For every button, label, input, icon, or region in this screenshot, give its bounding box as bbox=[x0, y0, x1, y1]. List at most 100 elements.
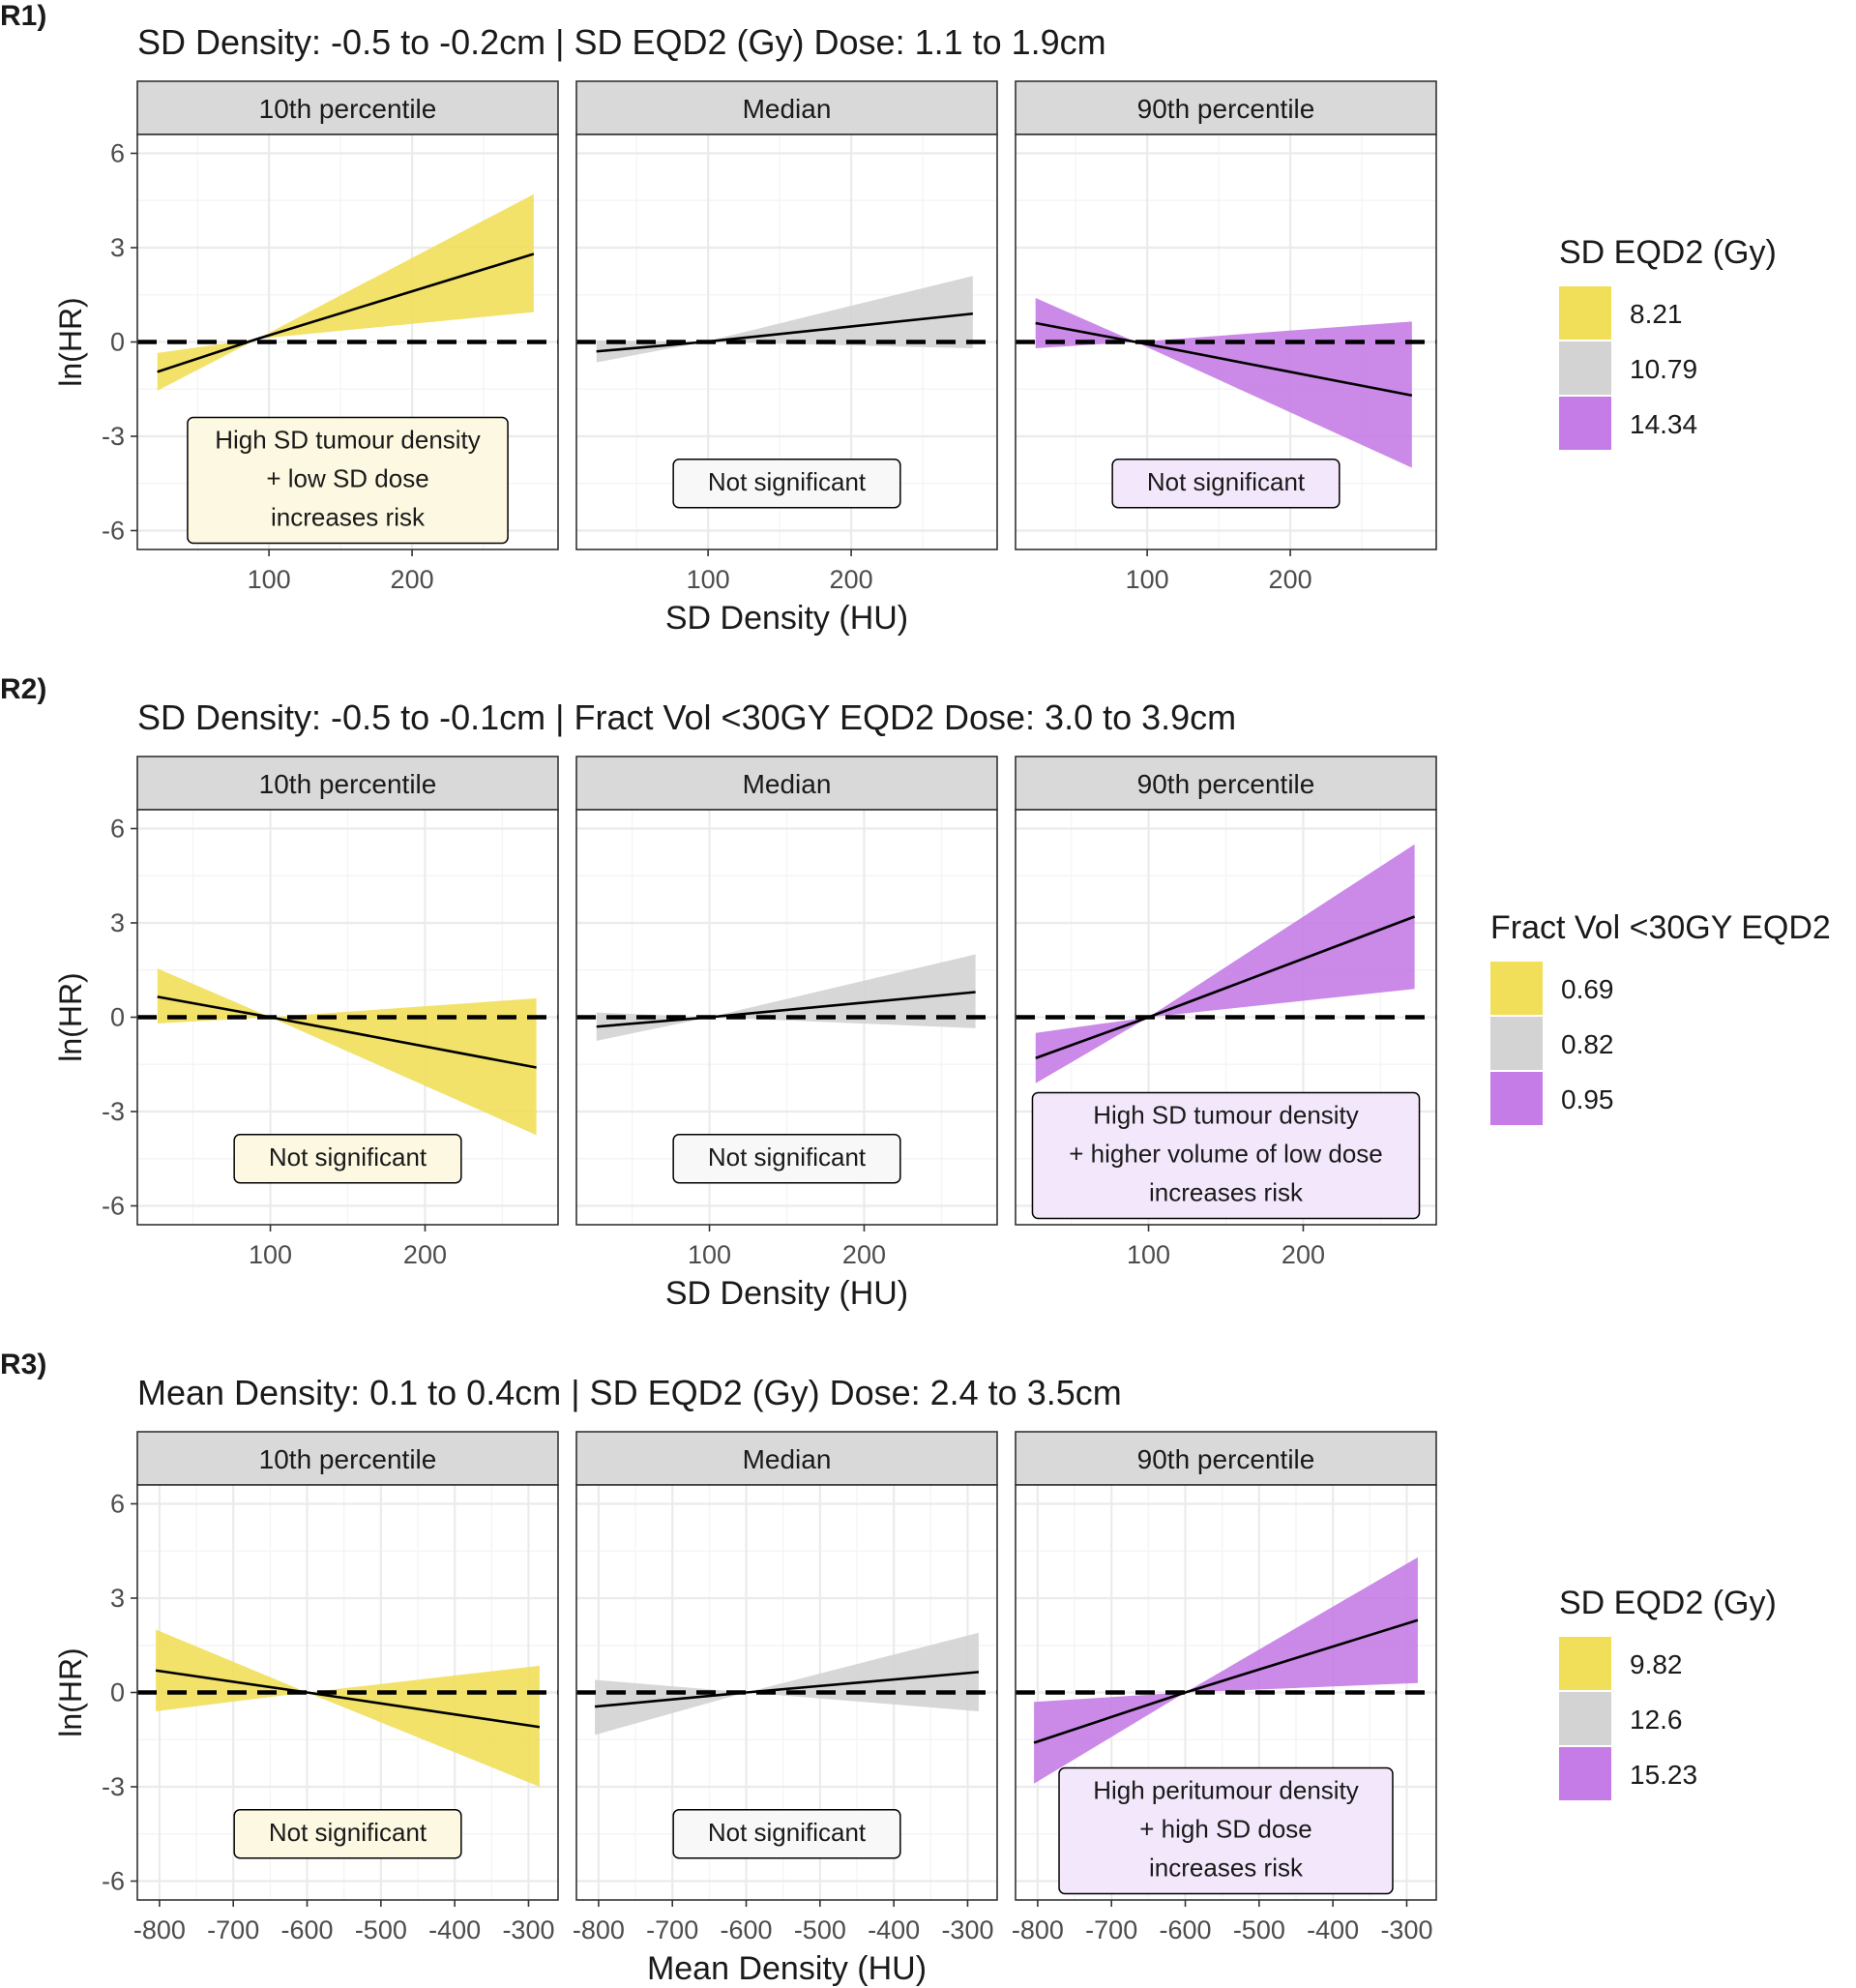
y-axis-label: ln(HR) bbox=[53, 972, 88, 1061]
x-axis-label: SD Density (HU) bbox=[665, 1275, 908, 1312]
panel-border bbox=[1015, 809, 1437, 1226]
annotation-label: Not significant bbox=[672, 1134, 901, 1184]
y-axis-label: ln(HR) bbox=[53, 297, 88, 386]
facet-3: 90th percentile High SD tumour density + h… bbox=[1015, 756, 1437, 1269]
x-tick-label: 200 bbox=[391, 565, 434, 594]
chart-title: Mean Density: 0.1 to 0.4cm | SD EQD2 (Gy… bbox=[137, 1373, 1122, 1412]
facet-strip-label: Median bbox=[743, 1444, 832, 1474]
x-tick-label: -500 bbox=[355, 1915, 407, 1944]
annotation-text: Not significant bbox=[269, 1142, 427, 1172]
facet-3: 90th percentile Not significant 100 200 bbox=[1015, 80, 1437, 594]
panel-label: R1) bbox=[0, 0, 46, 32]
fit-line bbox=[594, 1671, 980, 1708]
panel-label: R2) bbox=[0, 673, 46, 705]
annotation-text: + higher volume of low dose bbox=[1069, 1140, 1382, 1169]
x-tick-label: 100 bbox=[687, 565, 730, 594]
annotation-box bbox=[233, 1809, 462, 1859]
annotation-text: Not significant bbox=[708, 1818, 867, 1847]
x-tick-label: -300 bbox=[502, 1915, 554, 1944]
x-tick-label: -700 bbox=[646, 1915, 698, 1944]
facet-1: 10th percentile Not significant -800 -700 -6… bbox=[102, 1431, 559, 1944]
annotation-box bbox=[233, 1134, 462, 1184]
annotation-text: Not significant bbox=[1147, 467, 1306, 496]
chart-row-3: R3) Mean Density: 0.1 to 0.4cm | SD EQD2 … bbox=[0, 1349, 1777, 1987]
legend-key bbox=[1559, 1747, 1611, 1800]
annotation-label: Not significant bbox=[1111, 459, 1340, 509]
facet-strip-label: Median bbox=[743, 769, 832, 799]
chart-title: SD Density: -0.5 to -0.1cm | Fract Vol <… bbox=[137, 697, 1236, 737]
panel-border bbox=[575, 809, 998, 1226]
annotation-label: Not significant bbox=[233, 1809, 462, 1859]
facet-strip bbox=[136, 80, 559, 135]
y-tick-label: 3 bbox=[110, 233, 125, 262]
y-axis-label: ln(HR) bbox=[53, 1647, 88, 1736]
panel-border bbox=[575, 134, 998, 550]
x-tick-label: 100 bbox=[1126, 565, 1169, 594]
y-tick-label: -6 bbox=[102, 1192, 125, 1221]
y-tick-label: -3 bbox=[102, 1772, 125, 1801]
annotation-box bbox=[1058, 1766, 1394, 1895]
legend: SD EQD2 (Gy) 8.21 10.79 14.34 bbox=[1559, 234, 1777, 450]
facet-1: 10th percentile High SD tumour density + l… bbox=[102, 80, 559, 594]
fit-line bbox=[155, 1669, 541, 1729]
facet-strip bbox=[136, 756, 559, 811]
facet-strip bbox=[136, 1431, 559, 1486]
legend-key bbox=[1490, 1017, 1543, 1070]
y-tick-label: -3 bbox=[102, 1097, 125, 1126]
annotation-box bbox=[672, 459, 901, 509]
annotation-label: Not significant bbox=[672, 1809, 901, 1859]
annotation-box bbox=[1111, 459, 1340, 509]
x-tick-label: -300 bbox=[941, 1915, 993, 1944]
confidence-band bbox=[1034, 1557, 1418, 1784]
annotation-text: increases risk bbox=[271, 503, 426, 532]
facet-strip bbox=[575, 1431, 998, 1486]
x-tick-label: 100 bbox=[248, 565, 291, 594]
x-tick-label: 200 bbox=[403, 1240, 447, 1269]
x-axis-label: SD Density (HU) bbox=[665, 600, 908, 637]
x-tick-label: -800 bbox=[1012, 1915, 1064, 1944]
annotation-text: Not significant bbox=[708, 1142, 867, 1172]
annotation-label: High SD tumour density + higher volume of… bbox=[1031, 1091, 1421, 1220]
x-tick-label: 200 bbox=[830, 565, 873, 594]
y-tick-label: 0 bbox=[110, 1678, 125, 1707]
legend-label: 8.21 bbox=[1630, 299, 1683, 329]
legend-key bbox=[1559, 1692, 1611, 1745]
x-tick-label: -400 bbox=[428, 1915, 481, 1944]
legend-label: 0.82 bbox=[1561, 1029, 1614, 1059]
x-tick-label: -400 bbox=[868, 1915, 920, 1944]
x-tick-label: -300 bbox=[1380, 1915, 1432, 1944]
annotation-label: Not significant bbox=[672, 459, 901, 509]
facet-strip-label: 90th percentile bbox=[1137, 769, 1315, 799]
annotation-label: High peritumour density + high SD dose inc… bbox=[1058, 1766, 1394, 1895]
legend: SD EQD2 (Gy) 9.82 12.6 15.23 bbox=[1559, 1585, 1777, 1800]
legend-title: Fract Vol <30GY EQD2 bbox=[1490, 909, 1831, 946]
fit-line bbox=[1035, 915, 1416, 1059]
fit-line bbox=[1033, 1618, 1419, 1744]
x-tick-label: -700 bbox=[1085, 1915, 1137, 1944]
facet-strip-label: 10th percentile bbox=[259, 1444, 437, 1474]
x-tick-label: -600 bbox=[1160, 1915, 1212, 1944]
legend-label: 14.34 bbox=[1630, 409, 1697, 439]
facet-strip-label: 90th percentile bbox=[1137, 1444, 1315, 1474]
chart-title: SD Density: -0.5 to -0.2cm | SD EQD2 (Gy… bbox=[137, 22, 1106, 62]
fit-line bbox=[157, 252, 535, 373]
facet-2: Median Not significant 100 200 bbox=[575, 80, 998, 594]
y-tick-label: 0 bbox=[110, 328, 125, 357]
x-tick-label: -700 bbox=[207, 1915, 259, 1944]
legend-title: SD EQD2 (Gy) bbox=[1559, 1585, 1777, 1621]
facet-2: Median Not significant 100 200 bbox=[575, 756, 998, 1269]
confidence-band bbox=[156, 1629, 540, 1787]
annotation-box bbox=[187, 416, 509, 545]
x-tick-label: 100 bbox=[1127, 1240, 1170, 1269]
facet-1: 10th percentile Not significant 100 200 -6 -3… bbox=[102, 756, 559, 1269]
x-tick-label: 100 bbox=[688, 1240, 731, 1269]
facet-strip-label: Median bbox=[743, 94, 832, 124]
x-tick-label: -800 bbox=[133, 1915, 186, 1944]
chart-row-2: R2) SD Density: -0.5 to -0.1cm | Fract Vo… bbox=[0, 673, 1831, 1312]
y-tick-label: 0 bbox=[110, 1003, 125, 1032]
annotation-text: Not significant bbox=[708, 467, 867, 496]
facet-3: 90th percentile High peritumour density + … bbox=[1012, 1431, 1437, 1944]
annotation-text: Not significant bbox=[269, 1818, 427, 1847]
fit-line bbox=[596, 991, 976, 1028]
